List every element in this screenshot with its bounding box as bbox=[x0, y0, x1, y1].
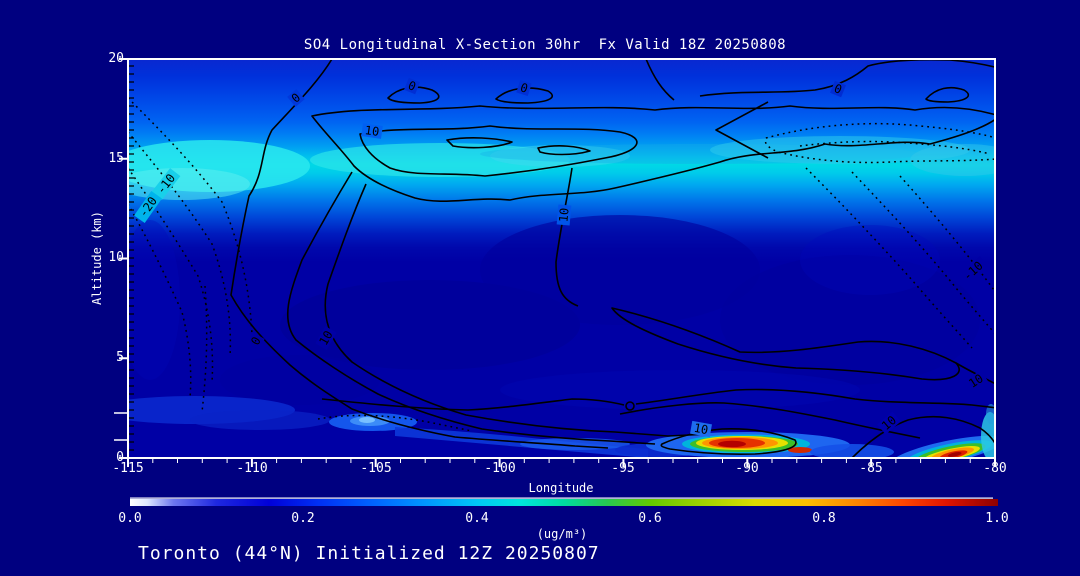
x-tick-label--115: -115 bbox=[112, 461, 144, 476]
colorbar-tick-0.0: 0.0 bbox=[118, 511, 142, 526]
colorbar-tick-0.6: 0.6 bbox=[638, 511, 662, 526]
colorbar-units: (ug/m³) bbox=[536, 527, 588, 541]
y-tick-label-0: 0 bbox=[116, 450, 124, 465]
colorbar-tick-0.8: 0.8 bbox=[812, 511, 836, 526]
y-tick-label-20: 20 bbox=[108, 51, 124, 66]
contour-label: 10 bbox=[693, 421, 710, 437]
x-axis-title: Longitude bbox=[528, 481, 594, 495]
contour-label: 10 bbox=[966, 371, 986, 391]
axis-frame bbox=[114, 58, 996, 467]
contour-label: 0 bbox=[832, 81, 844, 97]
y-tick-label-10: 10 bbox=[108, 250, 124, 265]
x-tick-label--85: -85 bbox=[859, 461, 883, 476]
x-tick-label--110: -110 bbox=[236, 461, 268, 476]
x-tick-label--95: -95 bbox=[611, 461, 635, 476]
x-tick-label--80: -80 bbox=[983, 461, 1007, 476]
contour-label: 0 bbox=[406, 78, 418, 94]
contour-label: 0 bbox=[518, 80, 529, 96]
contour-lines bbox=[230, 59, 995, 458]
y-tick-label-15: 15 bbox=[108, 151, 124, 166]
colorbar bbox=[130, 497, 998, 506]
contour-label: 10 bbox=[316, 328, 335, 348]
x-tick-label--100: -100 bbox=[484, 461, 516, 476]
y-tick-label-5: 5 bbox=[116, 350, 124, 365]
x-tick-label--90: -90 bbox=[735, 461, 759, 476]
colorbar-tick-1.0: 1.0 bbox=[985, 511, 1009, 526]
colorbar-tick-0.4: 0.4 bbox=[465, 511, 489, 526]
contour-label: 10 bbox=[556, 207, 571, 223]
colorbar-tick-0.2: 0.2 bbox=[291, 511, 315, 526]
filled-contour-field: 0 10 0 0 -10 -20 0 -10 0 10 10 10 10 10 bbox=[128, 59, 995, 458]
contour-label: 10 bbox=[364, 123, 380, 139]
model-level-ticks bbox=[129, 65, 134, 451]
plot-title: SO4 Longitudinal X-Section 30hr Fx Valid… bbox=[303, 37, 787, 53]
init-info: Toronto (44°N) Initialized 12Z 20250807 bbox=[138, 543, 600, 564]
x-tick-label--105: -105 bbox=[360, 461, 392, 476]
